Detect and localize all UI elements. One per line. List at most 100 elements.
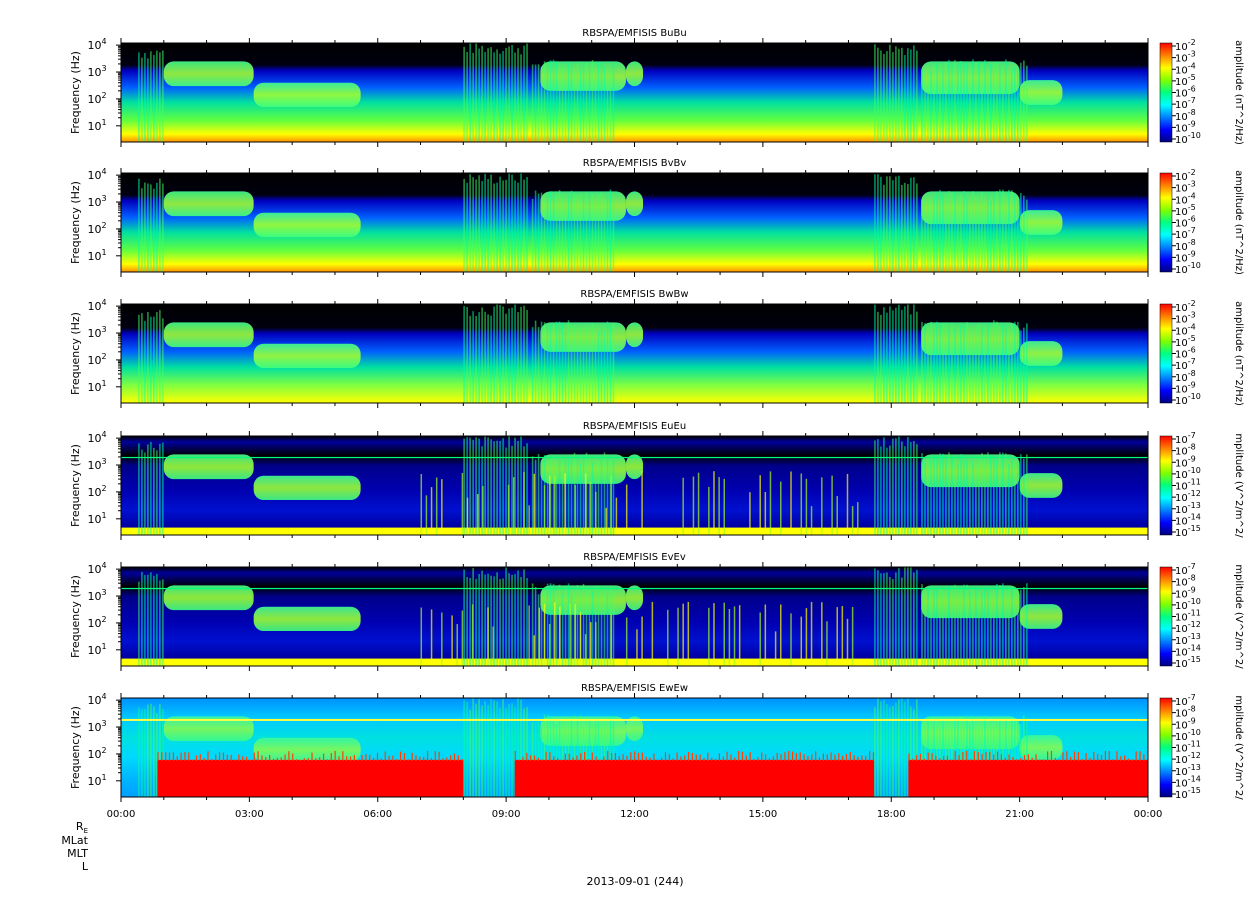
y-tick-label: 102 bbox=[87, 352, 106, 367]
harmonic-spike bbox=[319, 757, 321, 761]
emission-streak bbox=[579, 463, 582, 535]
harmonic-spike bbox=[346, 756, 348, 761]
emission-streak bbox=[531, 327, 534, 403]
emission-streak bbox=[156, 713, 158, 797]
emission-streak bbox=[499, 304, 501, 403]
emission-streak bbox=[555, 194, 558, 272]
emission-streak bbox=[555, 594, 558, 666]
emission-streak bbox=[558, 718, 561, 797]
harmonic-spike bbox=[680, 756, 682, 761]
emission-streak bbox=[588, 192, 591, 272]
emission-streak bbox=[1002, 189, 1004, 272]
emission-streak bbox=[472, 311, 474, 403]
emission-streak bbox=[505, 313, 507, 403]
harmonic-spike bbox=[618, 755, 620, 761]
emission-streak bbox=[641, 470, 643, 535]
emission-streak bbox=[1011, 324, 1013, 403]
high-amplitude-band bbox=[908, 759, 1148, 797]
harmonic-spike bbox=[438, 751, 440, 761]
emission-streak bbox=[987, 323, 989, 403]
harmonic-spike bbox=[1008, 754, 1010, 761]
emission-streak bbox=[945, 593, 947, 666]
emission-streak bbox=[987, 587, 989, 666]
harmonic-spike bbox=[1043, 759, 1045, 761]
emission-streak bbox=[880, 176, 882, 272]
harmonic-spike bbox=[772, 756, 774, 761]
emission-streak bbox=[641, 616, 643, 666]
emission-streak bbox=[150, 184, 152, 272]
emission-streak bbox=[570, 717, 573, 797]
emission-streak bbox=[612, 457, 615, 535]
colorbar-label: mplitude (V^2/m^2/ bbox=[1233, 695, 1244, 800]
emission-streak bbox=[913, 709, 915, 797]
y-axis-label: Frequency (Hz) bbox=[69, 444, 82, 527]
emission-streak bbox=[523, 305, 525, 403]
emission-streak bbox=[538, 607, 541, 666]
harmonic-spike bbox=[768, 758, 771, 761]
harmonic-spike bbox=[1023, 755, 1026, 761]
emission-streak bbox=[159, 443, 161, 535]
harmonic-spike bbox=[276, 757, 278, 761]
harmonic-spike bbox=[564, 753, 566, 761]
emission-streak bbox=[487, 178, 489, 272]
colorbar bbox=[1159, 42, 1173, 143]
emission-streak bbox=[978, 593, 980, 666]
harmonic-spike bbox=[430, 757, 433, 761]
harmonic-spike bbox=[157, 752, 159, 761]
emission-streak bbox=[502, 180, 504, 272]
emission-streak bbox=[138, 581, 140, 666]
y-tick-label: 102 bbox=[87, 221, 106, 236]
emission-streak bbox=[826, 621, 828, 666]
harmonic-spike bbox=[176, 756, 178, 761]
harmonic-spike bbox=[1081, 759, 1083, 761]
emission-streak bbox=[511, 174, 513, 272]
emission-streak bbox=[945, 322, 947, 403]
emission-streak bbox=[615, 497, 618, 535]
harmonic-spike bbox=[977, 752, 979, 761]
emission-streak bbox=[612, 198, 615, 272]
emission-streak bbox=[898, 568, 900, 666]
harmonic-spike bbox=[192, 759, 194, 761]
emission-streak bbox=[1008, 588, 1010, 666]
emission-streak bbox=[898, 48, 900, 142]
harmonic-spike bbox=[749, 752, 751, 761]
emission-streak bbox=[523, 569, 525, 666]
emission-streak bbox=[144, 709, 146, 797]
emission-streak bbox=[805, 608, 808, 666]
harmonic-spike bbox=[249, 759, 252, 761]
emission-streak bbox=[147, 574, 149, 666]
emission-streak bbox=[589, 481, 592, 535]
harmonic-spike bbox=[912, 758, 914, 761]
emission-streak bbox=[141, 449, 143, 535]
emission-streak bbox=[463, 46, 465, 142]
emission-streak bbox=[957, 199, 959, 272]
emission-streak bbox=[948, 586, 950, 666]
emission-streak bbox=[913, 304, 915, 403]
emission-streak bbox=[984, 589, 986, 666]
emission-streak bbox=[512, 477, 515, 535]
harmonic-spike bbox=[380, 758, 382, 761]
emission-streak bbox=[549, 716, 552, 797]
emission-streak bbox=[144, 452, 146, 535]
emission-streak bbox=[951, 323, 953, 403]
emission-streak bbox=[591, 60, 594, 142]
harmonic-spike bbox=[630, 752, 632, 761]
emission-streak bbox=[889, 176, 891, 272]
emission-streak bbox=[597, 585, 600, 666]
emission-streak bbox=[874, 44, 876, 142]
emission-streak bbox=[600, 589, 603, 666]
emission-streak bbox=[901, 577, 903, 666]
emission-streak bbox=[490, 174, 492, 272]
harmonic-spike bbox=[353, 755, 355, 761]
harmonic-spike bbox=[1135, 751, 1137, 761]
emission-streak bbox=[574, 484, 577, 535]
spectrogram-image bbox=[121, 173, 1148, 272]
l-shell-label: L bbox=[81, 860, 88, 873]
harmonic-spike bbox=[172, 752, 174, 761]
emission-streak bbox=[993, 320, 995, 403]
emission-streak bbox=[469, 43, 471, 142]
harmonic-spike bbox=[514, 750, 516, 761]
emission-streak bbox=[963, 584, 965, 666]
emission-streak bbox=[779, 481, 782, 535]
emission-band bbox=[253, 212, 361, 238]
